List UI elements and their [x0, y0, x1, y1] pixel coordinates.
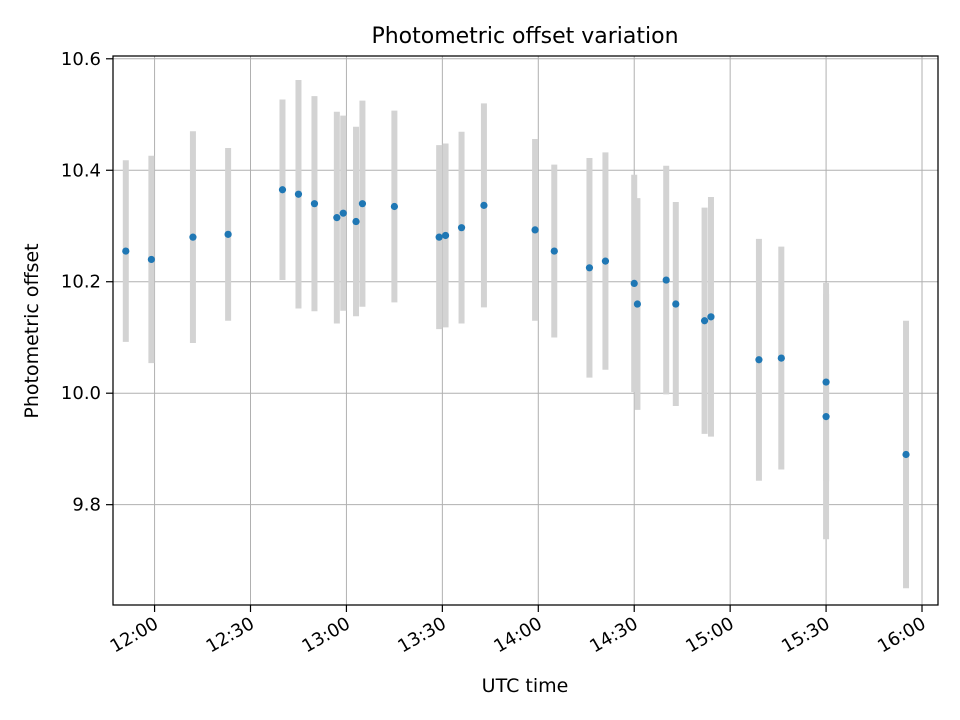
data-point [333, 214, 341, 222]
y-tick-label: 10.2 [61, 272, 101, 293]
data-point [707, 313, 715, 321]
data-point [122, 247, 130, 255]
data-point [352, 217, 360, 226]
y-tick-label: 10.6 [61, 49, 101, 70]
chart-title: Photometric offset variation [371, 24, 678, 49]
data-point [390, 202, 398, 211]
data-point [700, 317, 709, 325]
data-point [755, 356, 763, 364]
y-tick-label: 9.8 [72, 495, 101, 516]
data-point [224, 230, 232, 238]
data-point [633, 300, 642, 308]
data-point [662, 276, 670, 284]
data-point [777, 354, 785, 362]
data-point [294, 190, 303, 198]
data-point [550, 247, 558, 255]
data-point [278, 186, 287, 194]
plot-frame [112, 55, 939, 606]
data-point [358, 200, 367, 208]
data-point [339, 209, 347, 217]
data-point [630, 279, 638, 288]
y-axis-label: Photometric offset [21, 243, 43, 418]
data-point [585, 264, 594, 272]
data-point [601, 257, 610, 265]
data-point [822, 413, 830, 421]
data-point [480, 201, 488, 209]
data-point [531, 226, 539, 234]
data-point [457, 224, 466, 232]
x-axis-label: UTC time [482, 675, 569, 697]
data-point [147, 255, 155, 264]
data-point [310, 200, 319, 208]
y-axis: 9.8 10.0 10.2 10.4 10.6 [61, 49, 113, 516]
data-point [441, 231, 450, 240]
data-point [902, 450, 910, 459]
data-point [822, 378, 830, 386]
y-tick-label: 10.4 [61, 160, 101, 181]
data-point [435, 233, 443, 241]
data-points [122, 186, 910, 459]
y-tick-label: 10.0 [61, 383, 101, 404]
data-point [189, 233, 197, 241]
data-point [672, 300, 680, 308]
